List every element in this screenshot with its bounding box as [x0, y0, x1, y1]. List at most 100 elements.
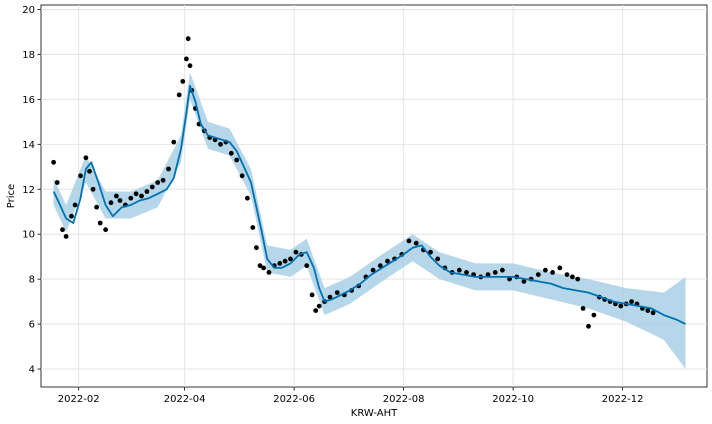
actual-point — [254, 245, 259, 251]
actual-point — [521, 279, 527, 284]
actual-point — [69, 213, 74, 219]
actual-point — [288, 256, 293, 262]
actual-point — [385, 258, 390, 264]
actual-point — [282, 258, 288, 264]
y-tick-label: 6 — [29, 320, 35, 331]
x-tick-label: 2022-02 — [58, 394, 100, 405]
actual-point — [570, 274, 575, 280]
actual-point — [184, 56, 189, 62]
actual-point — [313, 308, 319, 313]
y-tick-label: 16 — [22, 95, 35, 106]
actual-point — [90, 186, 96, 192]
actual-point — [507, 276, 512, 282]
actual-point — [166, 166, 171, 172]
actual-point — [103, 227, 108, 233]
actual-point — [128, 195, 134, 201]
actual-point — [171, 139, 177, 145]
uncertainty-band — [53, 72, 686, 370]
actual-point — [60, 227, 65, 233]
y-tick-label: 8 — [29, 275, 35, 286]
actual-point — [316, 303, 322, 309]
y-tick-label: 4 — [29, 365, 35, 376]
actual-point — [650, 310, 656, 316]
actual-point — [257, 263, 263, 269]
actual-point — [228, 150, 234, 156]
actual-point — [261, 265, 266, 271]
actual-point — [435, 256, 441, 262]
actual-point — [645, 308, 651, 313]
y-tick-label: 12 — [22, 185, 35, 196]
x-tick-label: 2022-10 — [492, 394, 534, 405]
actual-point — [370, 267, 376, 273]
actual-point — [543, 267, 548, 273]
actual-point — [428, 249, 433, 255]
actual-point — [239, 173, 245, 179]
x-tick-label: 2022-06 — [273, 394, 315, 405]
actual-point — [557, 265, 563, 271]
actual-point — [406, 238, 412, 244]
uncertainty-interval — [53, 72, 686, 370]
actual-point — [94, 204, 99, 210]
actual-point — [591, 312, 597, 318]
actual-point — [218, 141, 223, 147]
actual-point — [114, 193, 119, 199]
actual-point — [176, 92, 182, 98]
actual-point — [180, 79, 186, 84]
actual-point — [160, 177, 166, 183]
actual-point — [155, 180, 161, 185]
y-axis-ticks: 4 6 8 10 12 14 16 18 20 — [22, 5, 41, 376]
y-tick-label: 20 — [22, 5, 35, 16]
actual-point — [492, 270, 498, 275]
actual-point — [277, 261, 283, 266]
actual-point — [485, 272, 491, 277]
forecast-line — [52, 85, 686, 325]
actual-point — [245, 195, 250, 201]
x-tick-label: 2022-12 — [602, 394, 644, 405]
actual-point — [500, 267, 505, 273]
x-axis-title: KRW-AHT — [351, 408, 398, 419]
actual-point — [133, 191, 139, 197]
forecast-series-line — [52, 85, 686, 325]
actual-point — [580, 306, 586, 311]
y-tick-label: 18 — [22, 50, 35, 61]
actual-point — [564, 272, 570, 277]
actual-point — [629, 299, 634, 304]
actual-point — [309, 292, 315, 298]
x-tick-label: 2022-08 — [383, 394, 425, 405]
actual-point — [250, 225, 256, 230]
actual-point — [334, 290, 340, 295]
actual-point — [144, 189, 150, 194]
actual-point — [187, 63, 193, 69]
actual-point — [51, 159, 56, 165]
actual-point — [78, 173, 83, 179]
actual-point — [139, 193, 144, 199]
actual-point — [72, 202, 78, 208]
actual-point — [618, 303, 624, 309]
actual-point — [83, 155, 89, 161]
actual-point — [575, 276, 581, 282]
y-tick-label: 10 — [22, 230, 35, 241]
actual-point — [327, 294, 333, 300]
actual-point — [586, 323, 591, 329]
x-axis-ticks: 2022-02 2022-04 2022-06 2022-08 2022-10 2022-… — [58, 387, 644, 405]
actual-point — [535, 272, 541, 277]
actual-point — [234, 157, 240, 163]
actual-point — [464, 270, 469, 275]
actual-point — [97, 220, 103, 226]
actual-point — [550, 270, 555, 275]
actual-point — [413, 240, 419, 246]
actual-point — [149, 184, 155, 190]
actual-point — [456, 267, 462, 273]
actual-point — [304, 263, 310, 269]
x-tick-label: 2022-04 — [164, 394, 206, 405]
actual-point — [266, 270, 272, 275]
actual-point — [87, 168, 92, 174]
actual-point — [185, 36, 191, 42]
actual-point — [54, 180, 60, 185]
actual-point — [108, 200, 114, 206]
y-axis-title: Price — [6, 184, 17, 208]
actual-point — [377, 263, 383, 269]
actual-point — [63, 234, 69, 239]
y-tick-label: 14 — [22, 140, 35, 151]
